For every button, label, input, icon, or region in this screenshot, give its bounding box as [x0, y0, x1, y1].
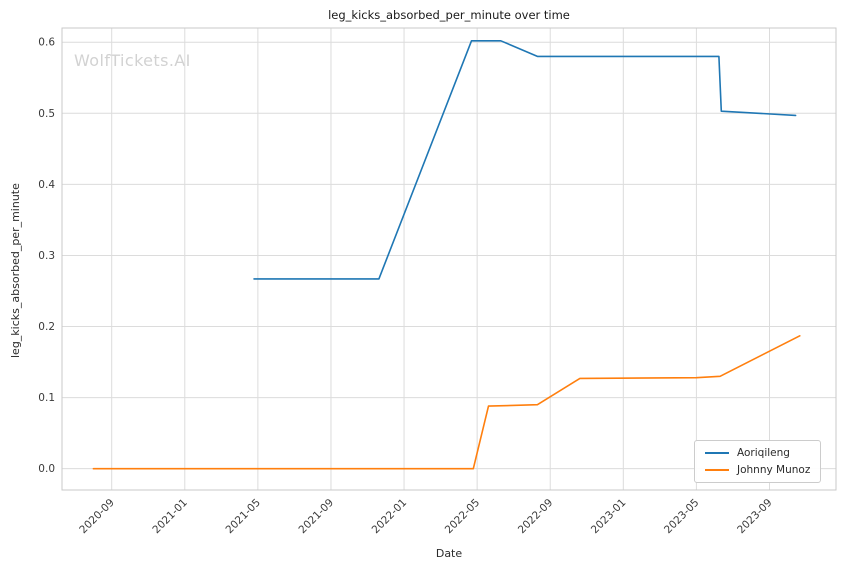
legend-item: Aoriqileng	[705, 448, 810, 459]
y-tick-label: 0.3	[38, 250, 55, 262]
x-tick-label: 2022-09	[516, 497, 556, 537]
legend: Aoriqileng Johnny Munoz	[694, 440, 822, 483]
y-tick-label: 0.4	[38, 179, 55, 191]
x-tick-label: 2020-09	[77, 497, 117, 537]
series-line-aoriqileng	[253, 39, 797, 280]
x-tick-label: 2021-01	[150, 497, 190, 537]
y-tick-label: 0.5	[38, 108, 55, 120]
x-axis-label: Date	[435, 547, 463, 560]
y-tick-label: 0.1	[38, 392, 55, 404]
x-tick-label: 2022-05	[443, 497, 483, 537]
x-tick-label: 2023-01	[589, 497, 629, 537]
y-tick-label: 0.2	[38, 321, 55, 333]
y-tick-label: 0.0	[38, 463, 55, 475]
legend-swatch	[705, 468, 729, 471]
legend-item: Johnny Munoz	[705, 463, 811, 476]
watermark: WolfTickets.AI	[74, 51, 191, 70]
series-line-johnny-munoz	[92, 334, 801, 470]
x-tick-label: 2021-09	[297, 497, 337, 537]
chart-title: leg_kicks_absorbed_per_minute over time	[328, 8, 570, 22]
x-tick-label: 2023-09	[735, 497, 775, 537]
y-tick-label: 0.6	[38, 37, 55, 49]
legend-swatch	[705, 452, 729, 455]
x-tick-label: 2022-01	[370, 497, 410, 537]
plot-border	[61, 27, 837, 491]
legend-label: Aoriqileng	[737, 447, 790, 459]
x-tick-label: 2023-05	[662, 497, 702, 537]
legend-label: Johnny Munoz	[737, 463, 811, 476]
x-tick-label: 2021-05	[223, 497, 263, 537]
y-axis-label: leg_kicks_absorbed_per_minute	[9, 183, 22, 358]
